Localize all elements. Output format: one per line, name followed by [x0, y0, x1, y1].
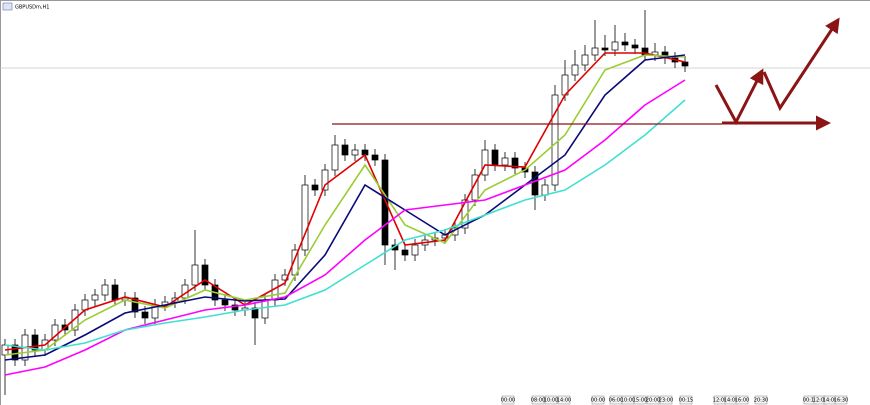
candle-body: [71, 309, 79, 331]
time-label: 23:00: [659, 398, 673, 404]
candle-body: [331, 144, 339, 171]
candle-body: [301, 184, 309, 251]
candle-body: [381, 159, 389, 246]
candle-body: [631, 44, 639, 49]
candle-body: [401, 249, 409, 256]
candle-body: [541, 184, 549, 196]
candle-body: [591, 47, 599, 56]
time-label: 00:00: [501, 398, 515, 404]
time-label: 08:00: [531, 398, 545, 404]
time-label: 12:00: [713, 398, 727, 404]
candle-body: [11, 344, 19, 361]
candle-body: [201, 264, 209, 286]
moving-average: [4, 54, 686, 361]
moving-average: [4, 99, 686, 351]
chart-title: GBPUSDm,H1: [15, 5, 49, 11]
time-label: 16:00: [735, 398, 749, 404]
time-label: 14:00: [724, 398, 738, 404]
time-label: 20:30: [754, 398, 768, 404]
time-label-box: [501, 395, 515, 405]
candle-body: [481, 149, 489, 176]
candle-body: [491, 149, 499, 166]
candle-body: [611, 41, 619, 51]
window-icon: [2, 2, 13, 11]
moving-average: [4, 52, 686, 351]
candle-body: [551, 94, 559, 186]
moving-average: [4, 79, 686, 376]
time-label: 15:00: [633, 398, 647, 404]
candle-body: [141, 311, 149, 319]
candle-body: [681, 61, 689, 67]
candle-body: [231, 304, 239, 311]
time-label: 06:00: [609, 398, 623, 404]
time-label-box: [531, 395, 545, 405]
time-label: 16:30: [834, 398, 848, 404]
time-label: 12:00: [813, 398, 827, 404]
time-label-box: [557, 395, 571, 405]
time-label-box: [544, 395, 558, 405]
zigzag-arrow-2: [762, 17, 840, 112]
candle-body: [261, 299, 269, 319]
candle-body: [351, 149, 359, 156]
candle-body: [511, 157, 519, 169]
zigzag-arrow-1: [714, 68, 764, 126]
candle-body: [581, 54, 589, 66]
candle-body: [131, 297, 139, 313]
candle-body: [411, 244, 419, 256]
time-label: 00:15: [803, 398, 817, 404]
time-label-box: [633, 395, 647, 405]
candle-body: [461, 199, 469, 229]
candle-body: [371, 154, 379, 161]
time-label: 00:00: [591, 398, 605, 404]
candle-body: [471, 174, 479, 201]
candle-body: [601, 47, 609, 51]
candle-body: [111, 284, 119, 301]
time-label: 00:15: [679, 398, 693, 404]
time-label-box: [834, 395, 848, 405]
candle-body: [501, 157, 509, 166]
candle-body: [31, 334, 39, 351]
candle-body: [221, 299, 229, 306]
time-label-box: [591, 395, 605, 405]
time-label: 14:00: [823, 398, 837, 404]
time-label: 10:00: [544, 398, 558, 404]
candle-body: [91, 294, 99, 301]
time-label-box: [659, 395, 673, 405]
time-label-box: [679, 395, 693, 405]
time-label: 10:00: [621, 398, 635, 404]
candle-body: [311, 184, 319, 191]
candle-body: [101, 284, 109, 296]
candle-body: [621, 41, 629, 46]
time-label-box: [735, 395, 749, 405]
candle-body: [531, 171, 539, 196]
time-label-box: [754, 395, 768, 405]
candle-body: [191, 264, 199, 286]
candle-body: [51, 324, 59, 341]
candle-body: [321, 169, 329, 191]
candle-body: [341, 144, 349, 156]
candle-body: [571, 64, 579, 76]
time-label: 20:00: [646, 398, 660, 404]
time-label-box: [646, 395, 660, 405]
time-label: 14:00: [557, 398, 571, 404]
